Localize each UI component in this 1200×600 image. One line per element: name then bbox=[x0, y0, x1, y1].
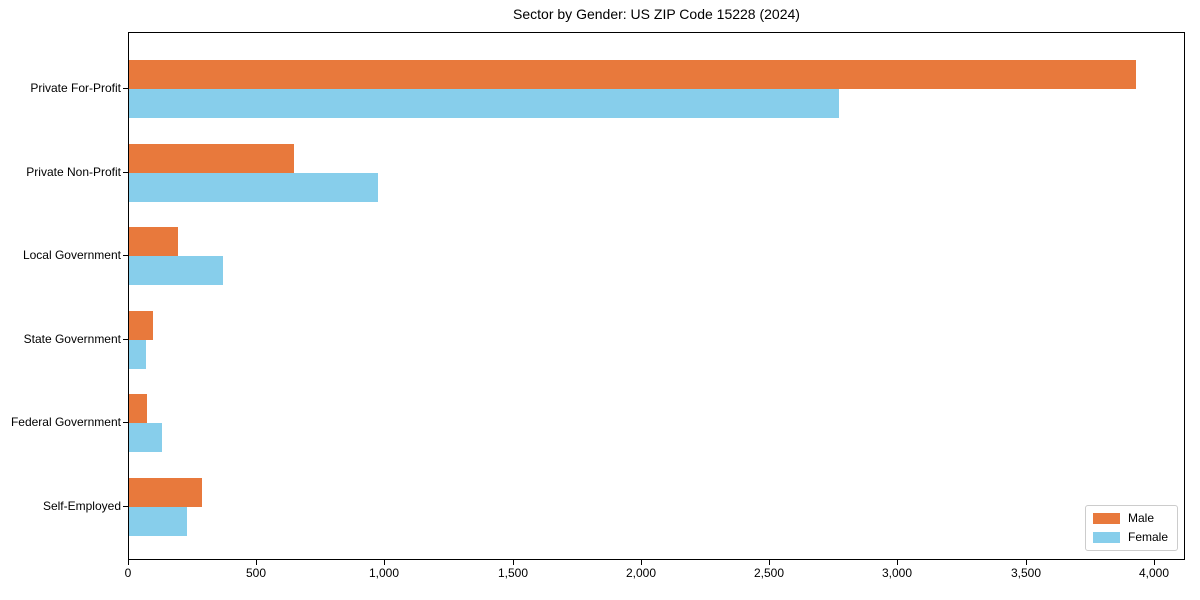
ytick-label-private-non-profit: Private Non-Profit bbox=[26, 164, 121, 179]
bar-female-self-employed bbox=[129, 507, 187, 536]
xtick-mark bbox=[769, 560, 770, 565]
bar-male-private-for-profit bbox=[129, 60, 1136, 89]
xtick-label-2000: 2,000 bbox=[625, 566, 657, 580]
ytick-label-self-employed: Self-Employed bbox=[42, 499, 121, 513]
xtick-label-4000: 4,000 bbox=[1138, 566, 1170, 580]
legend-label-male: Male bbox=[1127, 511, 1154, 525]
bar-female-local-government bbox=[129, 256, 223, 286]
xtick-label-3000: 3,000 bbox=[881, 566, 913, 580]
bar-male-private-non-profit bbox=[129, 143, 294, 173]
bar-female-private-for-profit bbox=[129, 89, 839, 118]
ytick-mark bbox=[123, 422, 128, 424]
xtick-label-500: 500 bbox=[245, 566, 267, 580]
xtick-label-1000: 1,000 bbox=[368, 566, 400, 580]
bar-male-federal-government bbox=[129, 394, 147, 424]
xtick-mark bbox=[897, 560, 898, 565]
xtick-label-1500: 1,500 bbox=[497, 566, 529, 580]
xtick-label-2500: 2,500 bbox=[753, 566, 785, 580]
ytick-label-federal-government: Federal Government bbox=[10, 415, 121, 430]
xtick-label-3500: 3,500 bbox=[1010, 566, 1042, 580]
bar-male-state-government bbox=[129, 310, 153, 340]
ytick-label-private-for-profit: Private For-Profit bbox=[30, 81, 121, 95]
xtick-label-0: 0 bbox=[124, 566, 132, 580]
legend: Male Female bbox=[1084, 505, 1178, 551]
ytick-mark bbox=[123, 338, 128, 340]
bar-female-private-non-profit bbox=[129, 172, 378, 202]
ytick-mark bbox=[123, 88, 128, 89]
ytick-label-local-government: Local Government bbox=[22, 248, 121, 263]
chart-title: Sector by Gender: US ZIP Code 15228 (202… bbox=[513, 6, 800, 22]
xtick-mark bbox=[513, 560, 514, 565]
legend-row-male: Male bbox=[1092, 511, 1168, 525]
ytick-mark bbox=[123, 171, 128, 173]
ytick-mark bbox=[123, 506, 128, 507]
bar-female-federal-government bbox=[129, 423, 162, 453]
legend-label-female: Female bbox=[1127, 530, 1168, 544]
ytick-label-state-government: State Government bbox=[23, 331, 121, 346]
bar-female-state-government bbox=[129, 339, 146, 369]
legend-swatch-male bbox=[1092, 513, 1120, 524]
xtick-mark bbox=[256, 560, 257, 565]
ytick-mark bbox=[123, 255, 128, 257]
xtick-mark bbox=[384, 560, 385, 565]
xtick-mark bbox=[1026, 560, 1027, 565]
legend-swatch-female bbox=[1092, 532, 1120, 543]
xtick-mark bbox=[128, 560, 129, 565]
legend-row-female: Female bbox=[1092, 530, 1168, 544]
bar-male-local-government bbox=[129, 227, 178, 257]
xtick-mark bbox=[1154, 560, 1155, 565]
bar-male-self-employed bbox=[129, 478, 202, 507]
plot-area: Male Female bbox=[128, 32, 1185, 560]
xtick-mark bbox=[641, 560, 642, 565]
